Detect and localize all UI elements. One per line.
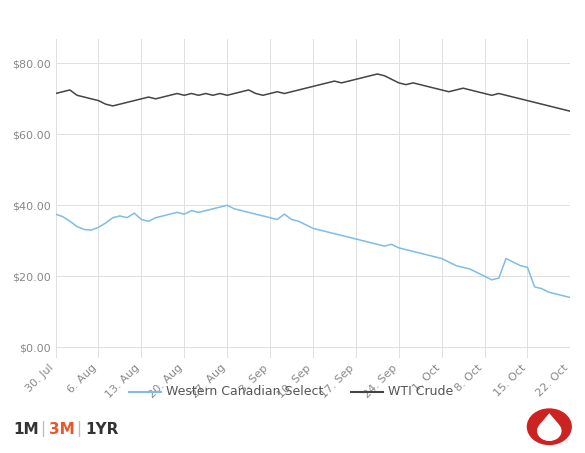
Circle shape — [528, 409, 571, 444]
Text: |: | — [40, 421, 45, 438]
Circle shape — [538, 421, 561, 440]
Text: |: | — [76, 421, 81, 438]
Text: 3M: 3M — [49, 422, 74, 437]
Text: 1M: 1M — [13, 422, 39, 437]
Text: Share: Share — [464, 420, 510, 434]
PathPatch shape — [539, 413, 559, 424]
Text: Western Canadian Select: Western Canadian Select — [166, 386, 323, 398]
Text: 1YR: 1YR — [85, 422, 118, 437]
Text: WTI Crude: WTI Crude — [388, 386, 453, 398]
